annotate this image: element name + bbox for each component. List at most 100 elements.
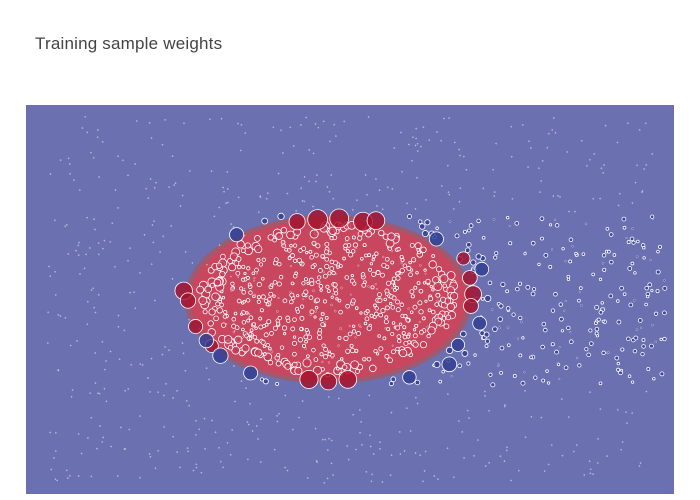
positive-sample-point: [289, 299, 294, 305]
positive-sample-point: [261, 257, 266, 262]
positive-sample-point: [233, 311, 238, 316]
faint-sample-point: [528, 140, 530, 143]
negative-sample-point: [488, 372, 493, 377]
faint-sample-point: [415, 127, 418, 130]
positive-sample-point: [256, 299, 261, 304]
positive-sample-point: [323, 321, 326, 324]
faint-sample-point: [539, 191, 541, 193]
negative-sample-point: [595, 334, 600, 338]
faint-sample-point: [484, 395, 486, 397]
positive-sample-point: [294, 271, 298, 276]
faint-sample-point: [372, 453, 375, 455]
positive-sample-point: [391, 295, 397, 301]
positive-sample-point: [390, 286, 394, 289]
faint-sample-point: [69, 344, 72, 347]
negative-sample-point: [618, 370, 623, 376]
faint-sample-point: [124, 390, 127, 392]
positive-sample-point: [276, 321, 281, 326]
faint-sample-point: [352, 413, 354, 416]
negative-sample-point: [259, 377, 264, 382]
positive-sample-point: [287, 248, 290, 251]
positive-sample-point: [360, 256, 364, 261]
faint-sample-point: [550, 444, 553, 446]
faint-sample-point: [154, 467, 157, 470]
faint-sample-point: [213, 215, 216, 218]
faint-sample-point: [150, 137, 153, 139]
positive-sample-point: [321, 343, 326, 348]
faint-sample-point: [139, 363, 141, 365]
faint-sample-point: [547, 463, 550, 466]
positive-sample-point: [262, 344, 267, 349]
positive-sample-point: [275, 360, 282, 367]
negative-sample-point: [642, 256, 646, 260]
negative-sample-point: [632, 348, 638, 354]
negative-sample-point: [644, 285, 649, 291]
negative-sample-point: [521, 336, 525, 340]
faint-sample-point: [222, 186, 224, 189]
positive-sample-point: [241, 327, 245, 332]
heavy-positive-point: [329, 208, 350, 229]
faint-sample-point: [301, 199, 304, 202]
positive-sample-point: [308, 249, 313, 254]
positive-sample-point: [302, 298, 305, 301]
faint-sample-point: [393, 147, 396, 149]
positive-sample-point: [245, 298, 251, 303]
faint-sample-point: [332, 197, 335, 200]
positive-sample-point: [375, 270, 381, 276]
faint-sample-point: [621, 441, 624, 443]
positive-sample-point: [384, 305, 390, 311]
faint-sample-point: [589, 472, 592, 475]
faint-sample-point: [134, 307, 137, 310]
negative-sample-point: [558, 302, 563, 307]
positive-sample-point: [354, 246, 358, 250]
faint-sample-point: [57, 369, 60, 371]
positive-sample-point: [387, 357, 393, 364]
positive-sample-point: [398, 322, 403, 326]
faint-sample-point: [316, 174, 318, 176]
faint-sample-point: [265, 197, 268, 200]
faint-sample-point: [390, 411, 393, 414]
positive-sample-point: [268, 291, 274, 297]
faint-sample-point: [276, 415, 278, 417]
negative-sample-point: [476, 218, 481, 224]
faint-sample-point: [453, 208, 455, 210]
faint-sample-point: [511, 198, 514, 200]
faint-sample-point: [627, 122, 629, 125]
faint-sample-point: [300, 187, 302, 190]
faint-sample-point: [593, 153, 595, 155]
negative-sample-point: [548, 223, 553, 227]
negative-sample-point: [568, 259, 573, 264]
faint-sample-point: [101, 141, 104, 143]
faint-sample-point: [567, 416, 570, 418]
faint-sample-point: [272, 126, 275, 129]
positive-sample-point: [320, 254, 325, 259]
faint-sample-point: [155, 181, 157, 184]
negative-sample-point: [518, 281, 523, 286]
negative-sample-point: [631, 240, 636, 245]
positive-sample-point: [445, 314, 452, 321]
positive-sample-point: [237, 265, 242, 270]
faint-sample-point: [463, 155, 465, 158]
negative-sample-point: [481, 235, 486, 240]
chart-title: Training sample weights: [35, 34, 223, 53]
faint-sample-point: [466, 409, 469, 412]
negative-sample-point: [450, 375, 453, 378]
positive-sample-point: [228, 263, 237, 272]
positive-sample-point: [235, 270, 241, 276]
positive-sample-point: [412, 341, 419, 348]
faint-sample-point: [639, 462, 642, 464]
faint-sample-point: [247, 458, 249, 461]
positive-sample-point: [319, 288, 323, 292]
negative-sample-point: [483, 331, 490, 338]
negative-sample-point: [460, 330, 467, 338]
positive-sample-point: [429, 285, 433, 289]
faint-sample-point: [81, 127, 84, 129]
heavy-negative-point: [198, 332, 214, 349]
faint-sample-point: [286, 469, 289, 472]
faint-sample-point: [493, 195, 496, 197]
positive-sample-point: [258, 316, 263, 321]
negative-sample-point: [417, 219, 423, 224]
faint-sample-point: [77, 254, 80, 256]
faint-sample-point: [306, 477, 309, 479]
